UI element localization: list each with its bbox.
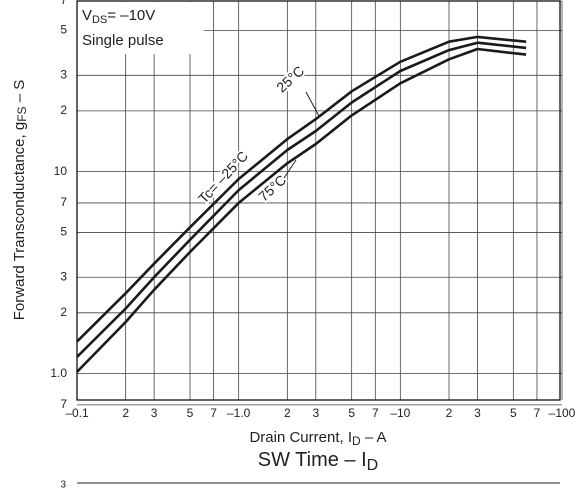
y-title-main: Forward Transconductance, g <box>11 122 28 320</box>
y-title-sub: FS <box>15 106 29 121</box>
vds-value: = –10V <box>107 7 155 24</box>
y-tick-label: 7 <box>60 0 67 7</box>
next-y-tick: 3 <box>60 480 66 488</box>
y-tick-label: 7 <box>60 397 67 411</box>
series-label: 25°C <box>273 63 307 96</box>
annotation-box <box>78 2 204 54</box>
x-tick-label: –0.1 <box>65 406 89 420</box>
y-tick-label: 2 <box>60 103 67 117</box>
x-tick-label: 2 <box>122 406 129 420</box>
x-title-main: Drain Current, I <box>249 429 352 446</box>
vds-annotation: VDS= –10V <box>82 7 155 26</box>
leader-line <box>305 91 320 117</box>
x-tick-label: 7 <box>372 406 379 420</box>
x-axis-title: Drain Current, ID – A <box>249 429 386 448</box>
x-tick-label: –100 <box>549 406 576 420</box>
x-tick-label: –1.0 <box>227 406 251 420</box>
x-tick-label: 3 <box>474 406 481 420</box>
grid <box>76 0 563 406</box>
series-line <box>76 41 527 358</box>
x-tick-label: 5 <box>348 406 355 420</box>
x-tick-label: 5 <box>510 406 517 420</box>
y-axis-title: Forward Transconductance, gFS – S <box>11 80 29 320</box>
next-title-sub: D <box>367 457 379 474</box>
next-title-main: SW Time – I <box>258 449 367 471</box>
vds-sub: DS <box>92 14 107 26</box>
x-tick-label: 3 <box>312 406 319 420</box>
x-tick-label: 2 <box>284 406 291 420</box>
y-tick-label: 2 <box>60 305 67 319</box>
x-title-unit: – A <box>361 429 387 446</box>
y-tick-label: 10 <box>54 164 68 178</box>
vds-v: V <box>82 7 92 24</box>
leader-line <box>283 159 297 179</box>
y-tick-label: 3 <box>60 269 67 283</box>
x-tick-label: 3 <box>151 406 158 420</box>
y-tick-label: 5 <box>60 225 67 239</box>
x-tick-label: 7 <box>210 406 217 420</box>
series-label: 75°C <box>255 172 289 205</box>
curves <box>76 35 527 373</box>
y-title-unit: – S <box>11 80 28 107</box>
x-title-sub: D <box>352 434 361 448</box>
next-chart-title: SW Time – ID <box>258 449 378 474</box>
y-tick-label: 3 <box>60 67 67 81</box>
plot-border <box>76 0 561 401</box>
x-tick-label: 7 <box>534 406 541 420</box>
y-tick-label: 1.0 <box>50 366 67 380</box>
x-tick-label: –10 <box>390 406 410 420</box>
pulse-annotation: Single pulse <box>82 32 164 49</box>
series-line <box>76 35 527 343</box>
x-tick-label: 5 <box>187 406 194 420</box>
y-tick-label: 5 <box>60 23 67 37</box>
y-tick-label: 7 <box>60 195 67 209</box>
x-tick-label: 2 <box>446 406 453 420</box>
series-line <box>76 47 527 373</box>
